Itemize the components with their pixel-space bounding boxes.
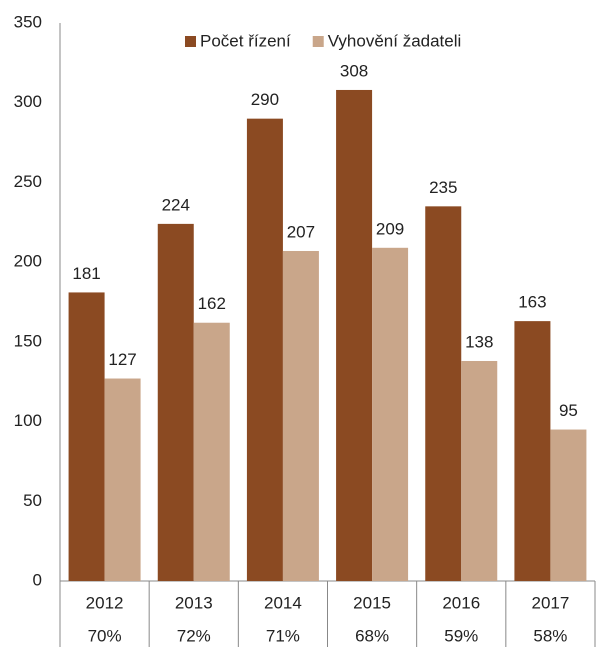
data-label: 308 (340, 61, 368, 80)
category-note: 70% (88, 626, 122, 645)
category-note: 71% (266, 626, 300, 645)
bar (550, 429, 587, 581)
data-label: 290 (251, 90, 279, 109)
legend-swatch (312, 36, 324, 47)
legend-label: Počet řízení (200, 31, 291, 50)
x-tick-label: 2015 (353, 593, 391, 612)
bar (425, 206, 462, 582)
x-tick-label: 2014 (264, 593, 302, 612)
y-tick-label: 350 (14, 12, 42, 31)
data-label: 138 (465, 332, 493, 351)
data-label: 163 (518, 293, 546, 312)
y-tick-label: 150 (14, 331, 42, 350)
y-tick-label: 250 (14, 172, 42, 191)
data-label: 181 (72, 264, 100, 283)
bar (193, 322, 230, 581)
bar (104, 378, 141, 581)
y-tick-label: 100 (14, 411, 42, 430)
bar (514, 321, 551, 581)
data-label: 95 (559, 401, 578, 420)
data-label: 127 (108, 350, 136, 369)
x-tick-label: 2013 (175, 593, 213, 612)
x-tick-label: 2017 (532, 593, 570, 612)
bar (461, 360, 498, 581)
data-label: 224 (162, 195, 190, 214)
bar (372, 247, 409, 581)
bar (282, 250, 319, 582)
bar (157, 223, 194, 581)
legend-label: Vyhovění žadateli (328, 31, 462, 50)
data-label: 209 (376, 219, 404, 238)
bar (336, 89, 373, 582)
y-tick-label: 200 (14, 252, 42, 271)
y-tick-label: 0 (33, 570, 42, 589)
category-note: 59% (444, 626, 478, 645)
x-tick-label: 2012 (86, 593, 124, 612)
bar (246, 118, 283, 582)
category-note: 58% (533, 626, 567, 645)
data-label: 162 (198, 294, 226, 313)
category-note: 72% (177, 626, 211, 645)
data-label: 235 (429, 178, 457, 197)
y-tick-label: 50 (23, 491, 42, 510)
legend-swatch (185, 36, 196, 47)
data-label: 207 (287, 222, 315, 241)
category-note: 68% (355, 626, 389, 645)
y-tick-label: 300 (14, 92, 42, 111)
x-tick-label: 2016 (442, 593, 480, 612)
bar (68, 292, 105, 581)
